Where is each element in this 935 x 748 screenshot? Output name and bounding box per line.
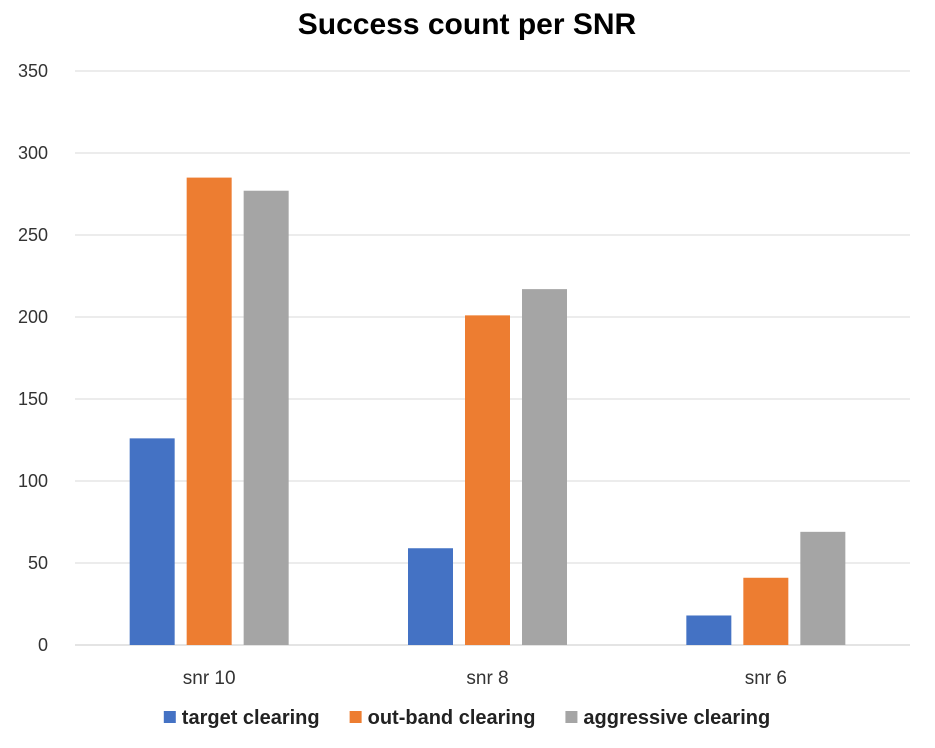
bar-out-band-clearing-snr-8	[465, 315, 510, 645]
bar-out-band-clearing-snr-6	[743, 577, 789, 645]
legend-swatch	[349, 711, 362, 723]
y-tick-label: 150	[18, 389, 48, 409]
y-tick-label: 250	[18, 225, 48, 245]
y-tick-label: 0	[38, 635, 48, 655]
y-tick-label: 200	[18, 307, 48, 327]
legend-swatch	[565, 711, 578, 723]
x-category-label: snr 8	[466, 668, 508, 689]
y-tick-label: 350	[18, 61, 48, 81]
bar-out-band-clearing-snr-10	[186, 177, 232, 645]
bar-aggressive-clearing-snr-6	[800, 531, 846, 645]
bar-aggressive-clearing-snr-10	[243, 190, 289, 645]
legend-label: aggressive clearing	[583, 707, 770, 729]
y-tick-label: 100	[18, 471, 48, 491]
x-category-label: snr 6	[745, 668, 787, 689]
legend-label: target clearing	[182, 707, 320, 729]
bar-aggressive-clearing-snr-8	[522, 289, 567, 645]
bars	[129, 177, 846, 645]
legend-label: out-band clearing	[368, 707, 536, 729]
bar-target-clearing-snr-6	[686, 615, 732, 645]
y-tick-label: 300	[18, 143, 48, 163]
legend-swatch	[163, 711, 176, 723]
y-tick-label: 50	[28, 553, 48, 573]
x-axis-categories: snr 10 snr 8 snr 6	[183, 668, 787, 689]
x-category-label: snr 10	[183, 668, 236, 689]
legend: target clearing out-band clearing aggressi…	[163, 707, 770, 729]
bar-target-clearing-snr-8	[408, 548, 453, 645]
y-axis-ticks: 0 50 100 150 200 250 300 350	[18, 61, 48, 655]
bar-target-clearing-snr-10	[129, 438, 175, 645]
chart-title: Success count per SNR	[298, 8, 637, 41]
